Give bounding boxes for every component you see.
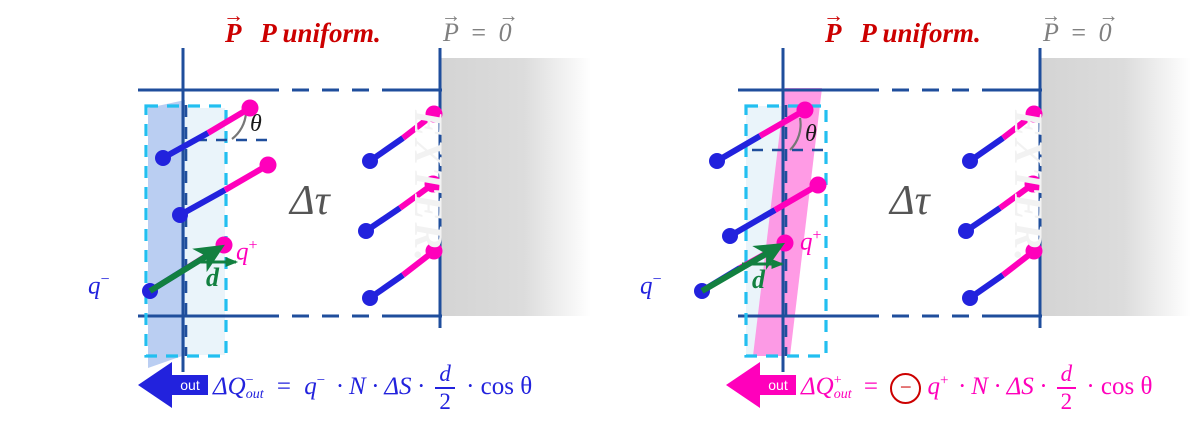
selection-box-right: [744, 104, 828, 358]
formula-terms-left: · N · ΔS ·: [336, 372, 425, 400]
formula-frac-num-right: d: [1056, 361, 1077, 390]
q-plus-label-left: q+: [236, 237, 258, 266]
formula-frac-den-left: 2: [439, 389, 451, 415]
positive-charge-dot: [425, 242, 443, 260]
formula-right: ΔQ + out = − q+ · N · ΔS · d 2 · cos θ: [801, 361, 1153, 415]
negative-charge-dot: [962, 153, 978, 169]
formula-charge-left: q: [304, 372, 317, 400]
formula-lhs-sup-left: −: [245, 373, 254, 389]
formula-frac-den-right: 2: [1060, 389, 1073, 415]
formula-lhs-left: ΔQ: [213, 373, 246, 400]
positive-charge-dot: [1025, 105, 1043, 123]
p-zero-label-right: P → = 0 →: [1041, 5, 1119, 47]
dipole-group-outer-left: [358, 105, 443, 306]
q-minus-sign-left: −: [100, 271, 110, 288]
dipole-group-outer-right: [958, 105, 1043, 306]
q-minus-sign-right: −: [652, 271, 662, 288]
out-arrow-left[interactable]: [138, 362, 208, 408]
q-minus-label-left: q−: [88, 271, 110, 300]
q-plus-symbol-right: q: [800, 228, 813, 256]
volume-label-left: Δτ: [290, 178, 330, 224]
q-minus-label-right: q−: [640, 271, 662, 300]
pale-strip-left: [185, 108, 225, 355]
p-uniform-label-left: P → P uniform.: [223, 3, 381, 48]
q-plus-sign-left: +: [248, 237, 258, 254]
volume-label-right: Δτ: [890, 178, 930, 224]
negative-charge-dot: [962, 290, 978, 306]
exterior-region-right: [1041, 58, 1191, 316]
negative-charge-dot: [358, 223, 374, 239]
d-vector-label-left: d: [206, 263, 219, 292]
formula-eq-left: =: [276, 372, 291, 400]
formula-lhs-right: ΔQ: [801, 373, 834, 400]
panel-left: [138, 48, 591, 408]
formula-tail-right: · cos θ: [1086, 372, 1153, 400]
displacement-vector-left: [148, 244, 225, 294]
charge-slab-left: [148, 100, 185, 368]
formula-lhs-sub-right: out: [833, 387, 852, 403]
formula-terms-right: · N · ΔS ·: [958, 372, 1047, 400]
p-uniform-label-right: P → P uniform.: [823, 3, 981, 48]
dipole-negative-half: [161, 130, 210, 161]
negative-charge-dot: [172, 207, 188, 223]
exterior-label-right: EXTER.: [1006, 110, 1051, 264]
theta-arc-right: [789, 117, 802, 151]
positive-charge-dot: [809, 176, 827, 194]
formula-frac-num-left: d: [435, 361, 455, 390]
dipole-negative-half: [728, 207, 777, 239]
formula-eq-right: =: [863, 372, 878, 400]
selection-box-left: [144, 104, 228, 358]
dipole-positive-half: [758, 107, 807, 139]
formula-charge-right: q: [927, 372, 940, 400]
uniform-word-right: P uniform.: [860, 18, 981, 48]
negative-charge-dot: [958, 223, 974, 239]
charge-slab-right: [753, 88, 822, 356]
positive-charge-dot: [424, 175, 442, 193]
positive-charge-dot: [1024, 175, 1042, 193]
displacement-vector-right: [700, 242, 786, 294]
positive-charge-dot: [259, 156, 277, 174]
uniform-word-left: P uniform.: [260, 18, 381, 48]
dipole-negative-half: [178, 187, 227, 218]
formula-charge-sup-left: −: [316, 372, 326, 389]
positive-charge-dot: [425, 105, 443, 123]
out-arrow-right[interactable]: [726, 362, 796, 408]
negative-charge-dot: [722, 228, 738, 244]
q-plus-sign-right: +: [812, 227, 822, 244]
negative-charge-dot: [362, 153, 378, 169]
q-plus-label-right: q+: [800, 227, 822, 256]
theta-label-right: θ: [805, 121, 817, 147]
theta-label-left: θ: [250, 111, 262, 137]
positive-charge-dot: [1025, 242, 1043, 260]
formula-lhs-sup-right: +: [833, 373, 842, 389]
formula-tail-left: · cos θ: [466, 372, 533, 400]
exterior-region-left: [441, 58, 591, 316]
circled-minus-sign: −: [890, 372, 922, 404]
formula-charge-sup-right: +: [939, 372, 949, 389]
panel-right: [694, 48, 1191, 408]
formula-lhs-sub-left: out: [245, 387, 264, 403]
out-badge-left: out: [180, 377, 200, 393]
dipole-negative-half: [715, 133, 762, 164]
negative-charge-dot: [709, 153, 725, 169]
formula-left: ΔQ − out = q− · N · ΔS · d 2 · cos θ: [213, 361, 533, 415]
negative-charge-dot: [155, 150, 171, 166]
q-minus-symbol-right: q: [640, 272, 653, 300]
q-minus-symbol-left: q: [88, 272, 101, 300]
out-badge-right: out: [768, 377, 788, 393]
d-vector-label-right: d: [752, 265, 765, 294]
q-plus-symbol-left: q: [236, 238, 249, 266]
exterior-label-left: EXTER.: [406, 110, 451, 264]
positive-charge-dot: [796, 101, 814, 119]
positive-charge-dot: [241, 99, 259, 117]
negative-charge-dot: [362, 290, 378, 306]
p-zero-label-left: P → = 0 →: [441, 5, 519, 47]
